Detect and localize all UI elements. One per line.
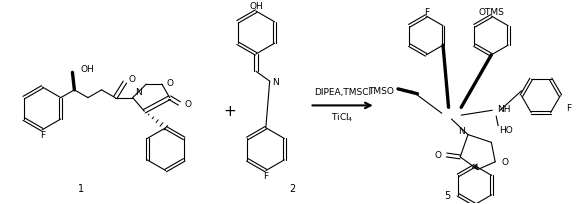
Text: F: F: [423, 8, 429, 17]
Text: O: O: [167, 78, 173, 87]
Text: 2: 2: [289, 183, 295, 193]
Text: TMSO: TMSO: [368, 87, 394, 96]
Text: N: N: [135, 87, 141, 96]
Text: F: F: [566, 103, 572, 112]
Text: F: F: [263, 171, 268, 180]
Text: O: O: [435, 151, 442, 160]
Text: OH: OH: [249, 2, 263, 11]
Text: OTMS: OTMS: [479, 8, 505, 17]
Text: NH: NH: [497, 104, 510, 113]
Text: DIPEA,TMSCl: DIPEA,TMSCl: [314, 88, 371, 97]
Text: O: O: [184, 100, 191, 109]
Text: HO: HO: [499, 126, 513, 135]
Text: F: F: [39, 130, 45, 139]
Text: 1: 1: [78, 183, 84, 193]
Text: O: O: [501, 157, 508, 166]
Text: O: O: [129, 74, 136, 83]
Text: N: N: [458, 126, 465, 135]
Text: 5: 5: [445, 190, 451, 200]
Text: OH: OH: [80, 65, 94, 74]
Text: N: N: [273, 77, 279, 86]
Text: +: +: [223, 103, 236, 118]
Text: TiCl$_4$: TiCl$_4$: [331, 111, 354, 124]
